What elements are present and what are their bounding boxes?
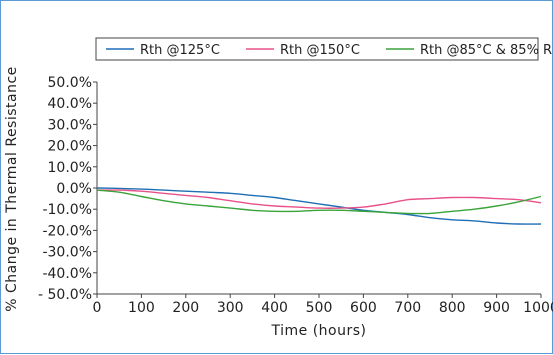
- x-tick-label: 100: [128, 300, 155, 316]
- y-tick-label: -40.0%: [42, 266, 92, 282]
- y-tick-label: 20.0%: [48, 139, 92, 155]
- legend-label: Rth @85°C & 85% RH: [420, 43, 553, 58]
- y-axis-ticks: 50.0% 40.0% 30.0% 20.0% 10.0% 0.0% -10.0% -20.0…: [38, 75, 97, 303]
- x-tick-label: 400: [261, 300, 288, 316]
- y-tick-label: - 50.0%: [38, 287, 92, 303]
- series-line-rth-150c: [96, 189, 542, 209]
- y-tick-label: -10.0%: [42, 202, 92, 218]
- x-tick-label: 300: [217, 300, 244, 316]
- legend-item-rth-125c: Rth @125°C: [106, 43, 220, 58]
- legend-label: Rth @125°C: [140, 43, 220, 58]
- series-lines: [96, 187, 542, 225]
- x-tick-label: 1000: [523, 300, 553, 316]
- legend-item-rth-150c: Rth @150°C: [246, 43, 360, 58]
- y-tick-label: 10.0%: [48, 160, 92, 176]
- y-tick-label: 0.0%: [56, 181, 92, 197]
- x-tick-label: 0: [93, 300, 102, 316]
- x-axis-title: Time (hours): [271, 323, 367, 339]
- y-tick-label: 50.0%: [48, 75, 92, 91]
- legend-item-rth-85c-85rh: Rth @85°C & 85% RH: [386, 43, 553, 58]
- legend-label: Rth @150°C: [280, 43, 360, 58]
- y-tick-label: -20.0%: [42, 223, 92, 239]
- x-tick-label: 900: [483, 300, 510, 316]
- y-axis-title: % Change in Thermal Resistance: [4, 66, 20, 312]
- x-tick-label: 700: [394, 300, 421, 316]
- x-tick-label: 600: [350, 300, 377, 316]
- x-tick-label: 800: [439, 300, 466, 316]
- x-tick-label: 200: [172, 300, 199, 316]
- legend-box: [95, 37, 539, 61]
- series-line-rth-85c-85rh: [96, 189, 542, 215]
- y-tick-label: -30.0%: [42, 245, 92, 261]
- y-tick-label: 30.0%: [48, 117, 92, 133]
- x-axis-ticks: 0 100 200 300 400 500 600 700 800 900 1000: [93, 294, 553, 316]
- x-tick-label: 500: [306, 300, 333, 316]
- y-tick-label: 40.0%: [48, 96, 92, 112]
- legend: Rth @125°C Rth @150°C Rth @85°C & 85% RH: [95, 37, 553, 61]
- series-line-rth-125c: [96, 187, 542, 225]
